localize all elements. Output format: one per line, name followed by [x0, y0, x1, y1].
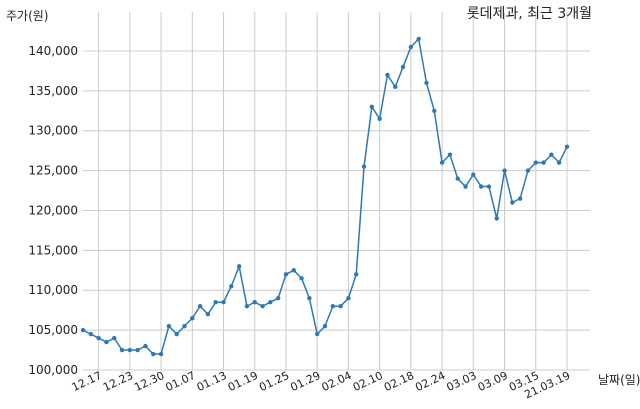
- data-point: [322, 323, 328, 329]
- data-point: [361, 164, 367, 169]
- data-point: [564, 144, 570, 149]
- data-point: [510, 200, 515, 205]
- data-point: [439, 160, 445, 165]
- data-point: [252, 300, 257, 305]
- data-point: [354, 272, 359, 277]
- data-point: [135, 347, 140, 353]
- x-tick-label: 01.19: [226, 369, 260, 394]
- data-point: [299, 276, 304, 281]
- data-point: [377, 116, 382, 121]
- data-point: [424, 80, 429, 86]
- data-point: [478, 184, 484, 189]
- data-point: [486, 184, 492, 189]
- data-point: [119, 347, 125, 353]
- data-point: [229, 284, 234, 289]
- x-tick-label: 01.07: [164, 369, 198, 394]
- data-point: [205, 311, 211, 317]
- data-point: [88, 331, 94, 337]
- x-tick-label: 12.23: [101, 369, 135, 394]
- data-point: [549, 152, 554, 157]
- data-point: [80, 327, 86, 333]
- data-point: [158, 351, 164, 357]
- chart-title: 롯데제과, 최근 3개월: [467, 6, 592, 22]
- data-point: [455, 176, 460, 181]
- data-point: [447, 152, 453, 157]
- data-point: [283, 272, 289, 277]
- x-tick-label: 02.18: [382, 369, 416, 394]
- y-tick-label: 115,000: [28, 243, 78, 257]
- data-point: [151, 351, 156, 357]
- x-tick-label: 02.04: [320, 369, 354, 394]
- y-tick-label: 110,000: [28, 283, 78, 297]
- x-tick-label: 03.03: [445, 369, 479, 394]
- data-point: [556, 160, 562, 165]
- data-point: [112, 335, 117, 341]
- data-point: [190, 315, 195, 321]
- data-point: [393, 84, 398, 90]
- data-point: [314, 331, 320, 337]
- data-point: [346, 296, 351, 301]
- data-point: [525, 168, 531, 173]
- data-point: [166, 323, 172, 329]
- x-axis-label: 날짜(일): [598, 373, 640, 387]
- y-tick-label: 105,000: [28, 323, 78, 337]
- data-point: [307, 296, 312, 301]
- data-point: [494, 216, 499, 221]
- data-point: [517, 196, 523, 201]
- data-point: [369, 104, 375, 110]
- data-point: [541, 160, 546, 165]
- data-point: [416, 36, 421, 42]
- data-point: [338, 303, 343, 309]
- data-point: [104, 339, 109, 345]
- data-point: [260, 303, 265, 309]
- y-axis-ticks: 100,000 105,000 110,000 115,000 120,000 125,0…: [28, 44, 78, 377]
- data-point: [502, 168, 507, 173]
- y-tick-label: 125,000: [28, 164, 78, 178]
- x-axis-ticks: 12.1712.2312.3001.0701.1301.1901.2501.29…: [70, 369, 572, 401]
- data-point: [533, 160, 538, 165]
- x-tick-label: 02.24: [413, 369, 447, 394]
- data-point: [463, 184, 468, 189]
- x-tick-label: 03.09: [476, 369, 510, 394]
- data-point: [127, 347, 133, 353]
- y-tick-label: 135,000: [28, 84, 78, 98]
- data-point: [330, 303, 336, 309]
- x-tick-label: 12.30: [132, 369, 166, 394]
- data-point: [236, 264, 242, 269]
- data-point: [268, 300, 273, 305]
- data-point: [471, 172, 476, 177]
- data-point: [400, 64, 406, 70]
- price-series: [80, 36, 570, 357]
- y-tick-label: 140,000: [28, 44, 78, 58]
- data-point: [96, 335, 101, 341]
- grid-lines: [83, 12, 590, 371]
- data-point: [197, 303, 203, 309]
- data-point: [244, 303, 250, 309]
- data-point: [275, 296, 281, 301]
- series-line: [82, 37, 568, 355]
- data-point: [213, 300, 218, 305]
- data-point: [408, 44, 414, 50]
- x-tick-label: 01.25: [257, 369, 291, 394]
- data-point: [291, 268, 296, 273]
- data-point: [143, 343, 148, 349]
- x-tick-label: 01.13: [195, 369, 229, 394]
- data-point: [385, 72, 390, 78]
- y-tick-label: 120,000: [28, 203, 78, 217]
- data-point: [182, 323, 187, 329]
- data-point: [432, 108, 437, 113]
- y-tick-label: 130,000: [28, 124, 78, 138]
- x-tick-label: 02.10: [351, 369, 385, 394]
- y-tick-label: 100,000: [28, 363, 78, 377]
- data-point: [174, 331, 179, 337]
- x-tick-label: 01.29: [288, 369, 322, 394]
- y-axis-label: 주가(원): [6, 9, 48, 23]
- data-point: [221, 300, 226, 305]
